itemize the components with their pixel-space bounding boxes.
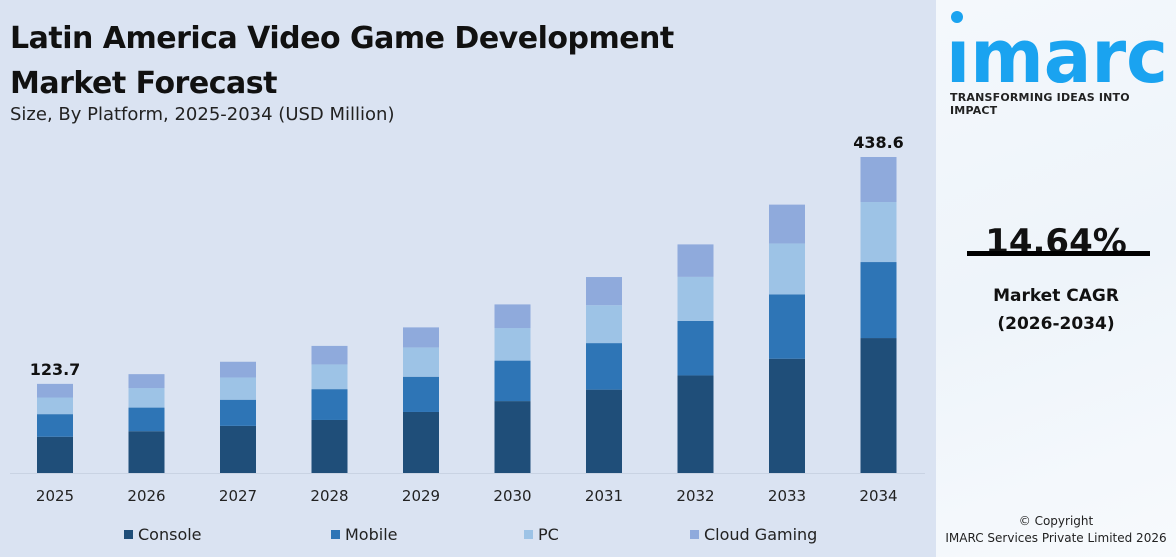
- bar-cloud-gaming-2034: [860, 157, 897, 203]
- copyright: © Copyright IMARC Services Private Limit…: [936, 513, 1176, 547]
- legend-item-console: Console: [124, 525, 202, 544]
- x-tick-label: 2031: [585, 487, 623, 505]
- bar-console-2032: [677, 375, 714, 473]
- bar-mobile-2034: [860, 262, 897, 339]
- bar-mobile-2025: [37, 414, 73, 437]
- bar-mobile-2033: [769, 294, 805, 359]
- x-tick-label: 2034: [859, 487, 897, 505]
- cagr-label-text: Market CAGR: [993, 286, 1119, 306]
- bar-cloud-gaming-2032: [677, 244, 714, 277]
- bar-console-2029: [403, 411, 439, 473]
- legend-swatch: [690, 530, 699, 539]
- bar-mobile-2031: [586, 343, 622, 390]
- bar-pc-2027: [220, 377, 256, 400]
- bar-mobile-2030: [494, 360, 531, 402]
- bar-pc-2029: [403, 347, 439, 377]
- bar-console-2027: [220, 425, 256, 473]
- bar-cloud-gaming-2028: [311, 345, 348, 365]
- brand-tagline: TRANSFORMING IDEAS INTO IMPACT: [950, 91, 1130, 117]
- bar-mobile-2028: [311, 389, 348, 420]
- bar-console-2030: [494, 401, 531, 473]
- bar-console-2028: [311, 419, 348, 473]
- bar-pc-2028: [311, 364, 348, 390]
- bar-console-2033: [769, 358, 805, 473]
- legend-item-cloud-gaming: Cloud Gaming: [690, 525, 817, 544]
- bar-pc-2032: [677, 276, 714, 321]
- cagr-label: Market CAGR (2026-2034): [936, 282, 1176, 338]
- bar-pc-2026: [128, 388, 165, 408]
- imarc-logo: ımarc: [946, 11, 1168, 88]
- x-tick-label: 2032: [676, 487, 714, 505]
- bar-mobile-2029: [403, 376, 439, 412]
- bar-mobile-2027: [220, 399, 256, 426]
- bar-pc-2034: [860, 202, 897, 263]
- chart-title: Latin America Video Game Development Mar…: [10, 21, 674, 101]
- bar-pc-2030: [494, 328, 531, 361]
- bar-mobile-2026: [128, 407, 165, 432]
- legend-item-mobile: Mobile: [331, 525, 397, 544]
- chart-panel: Latin America Video Game Development Mar…: [0, 0, 936, 557]
- x-tick-label: 2033: [768, 487, 806, 505]
- bar-console-2026: [128, 431, 165, 473]
- data-label-2034: 438.6: [853, 133, 904, 152]
- bar-pc-2033: [769, 243, 805, 295]
- bar-console-2031: [586, 389, 622, 473]
- x-tick-label: 2026: [127, 487, 165, 505]
- x-tick-label: 2027: [219, 487, 257, 505]
- legend-swatch: [331, 530, 340, 539]
- bar-console-2034: [860, 338, 897, 473]
- bar-cloud-gaming-2031: [586, 277, 622, 306]
- legend-item-pc: PC: [524, 525, 559, 544]
- svg-text:ımarc: ımarc: [946, 14, 1168, 88]
- legend-label: Cloud Gaming: [704, 525, 818, 544]
- x-tick-label: 2025: [36, 487, 74, 505]
- copyright-company: IMARC Services Private Limited 2026: [945, 531, 1167, 545]
- copyright-line: © Copyright: [1018, 514, 1094, 528]
- cagr-divider: [967, 251, 1150, 256]
- bar-cloud-gaming-2026: [128, 374, 165, 389]
- chart-subtitle: Size, By Platform, 2025-2034 (USD Millio…: [10, 104, 395, 125]
- data-label-2025: 123.7: [30, 360, 81, 379]
- legend-label: Mobile: [345, 525, 398, 544]
- bar-mobile-2032: [677, 320, 714, 376]
- bar-cloud-gaming-2033: [769, 204, 805, 244]
- legend-swatch: [524, 530, 533, 539]
- bar-pc-2025: [37, 397, 73, 415]
- bar-cloud-gaming-2025: [37, 383, 73, 398]
- info-panel: ımarc TRANSFORMING IDEAS INTO IMPACT 14.…: [936, 0, 1176, 557]
- bar-pc-2031: [586, 305, 622, 344]
- bar-console-2025: [37, 436, 73, 473]
- cagr-period: (2026-2034): [997, 314, 1115, 334]
- bar-cloud-gaming-2027: [220, 361, 256, 378]
- legend-label: Console: [138, 525, 202, 544]
- bar-chart: 2025 123.7 2026 2027 2028 2029 2030 2031 2032 203…: [10, 133, 925, 505]
- cagr-value: 14.64%: [985, 222, 1127, 262]
- x-tick-label: 2028: [310, 487, 348, 505]
- legend-swatch: [124, 530, 133, 539]
- bar-cloud-gaming-2029: [403, 327, 439, 348]
- bar-cloud-gaming-2030: [494, 304, 531, 329]
- x-tick-label: 2029: [402, 487, 440, 505]
- x-tick-label: 2030: [493, 487, 531, 505]
- legend-label: PC: [538, 525, 559, 544]
